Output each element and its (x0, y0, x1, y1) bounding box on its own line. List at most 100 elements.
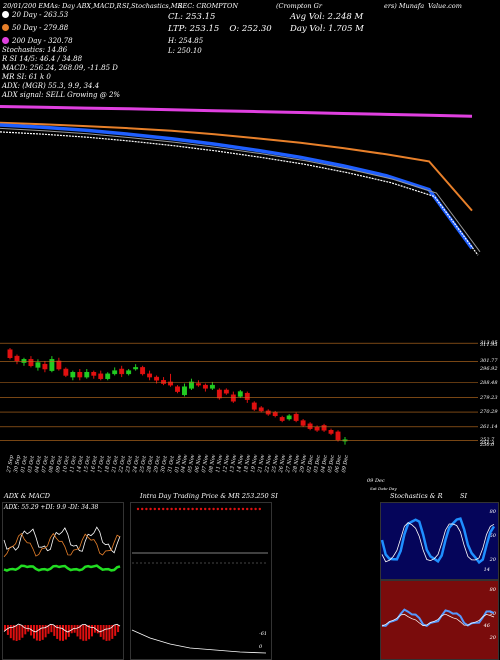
macd-histogram-bar (12, 625, 15, 641)
macd-histogram-bar (53, 625, 56, 636)
candle-body (175, 386, 180, 392)
intraday-price-dot (145, 507, 148, 511)
macd-histogram-bar (38, 625, 41, 641)
candle-body (14, 355, 20, 362)
macd-histogram-bar (18, 625, 21, 641)
macd-histogram-bar (6, 625, 9, 635)
intraday-zero-label: 0 (259, 644, 263, 650)
axis-note: 09 Dec (367, 478, 385, 484)
macd-line (3, 623, 121, 633)
candle-body (21, 359, 27, 363)
price-axis-label: 252.7 (480, 437, 495, 444)
intraday-price-dot (191, 507, 194, 511)
macd-histogram-bar (105, 625, 108, 641)
macd-histogram-bar (91, 625, 93, 637)
stoch-tick-80: 80 (489, 509, 496, 515)
macd-histogram-bar (67, 625, 70, 637)
header-source: 20/01/200 EMAs: Day ABX,MACD,R (3, 2, 122, 10)
ema-blue-line (0, 123, 474, 250)
candle-body (202, 384, 208, 389)
macd-histogram-bar (62, 625, 64, 641)
intraday-price-dot (166, 507, 169, 511)
intraday-neg-label: -61 (259, 631, 268, 637)
candle-body (147, 373, 153, 378)
macd-histogram-bar (114, 625, 117, 636)
price-axis-label: 270.29 (480, 409, 498, 416)
candle-body (209, 384, 215, 389)
candle-body (307, 423, 313, 429)
macd-histogram-bar (4, 625, 6, 631)
low-price: L: 250.10 (168, 47, 202, 55)
candle-body (105, 373, 111, 379)
intraday-panel-title: Intra Day Trading Price & MR 253.250 SI (140, 492, 278, 500)
intraday-price-dot (212, 507, 215, 511)
candle-body (335, 431, 341, 441)
candle-body (98, 373, 104, 379)
legend-ema50: 50 Day - 279.88 (2, 24, 120, 33)
rsi-tick-50: 50 (489, 611, 496, 617)
day-volume: Day Vol: 1.705 M (290, 24, 364, 34)
price-axis-label: 311.95 (480, 341, 498, 348)
ema20-swatch (2, 11, 9, 18)
candle-body (70, 371, 76, 378)
candle-body (265, 410, 271, 415)
adx-readout: ADX: (MGR) 55.3, 9.9, 34.4 (2, 82, 100, 90)
macd-histogram-bar (70, 625, 73, 634)
adx-line (3, 564, 121, 572)
macd-histogram-bar (47, 625, 50, 634)
ema-grey-line (0, 127, 481, 253)
candle-body (91, 371, 97, 376)
ema50-line (0, 121, 473, 212)
candle-body (63, 368, 69, 376)
intraday-price-dot (208, 507, 211, 511)
mr-line (131, 629, 267, 654)
volume-block: Avg Vol: 2.248 M Day Vol: 1.705 M (290, 12, 364, 34)
stoch-value: 14 (483, 567, 490, 573)
candle-body (77, 371, 83, 378)
macd-histogram-bar (41, 625, 44, 640)
macd-readout: MACD: 256.24, 268.09, -11.85 D (2, 64, 118, 72)
macd-histogram-bar (24, 625, 27, 635)
price-axis-label: 250.0 (480, 441, 495, 448)
macd-histogram-bar (64, 625, 67, 640)
candle-body (230, 394, 236, 402)
macd-histogram-bar (82, 625, 85, 641)
rsi-tick-20: 20 (489, 635, 496, 641)
intraday-price-dot (241, 507, 245, 511)
macd-histogram-bar (99, 625, 102, 637)
macd-histogram-bar (35, 625, 38, 641)
avg-volume: Avg Vol: 2.248 M (290, 12, 364, 22)
candle-body (112, 370, 118, 375)
macd-histogram-bar (88, 625, 91, 640)
high-price: H: 254.85 (168, 37, 204, 45)
intraday-price-dot (216, 507, 219, 511)
minus-di-line (3, 532, 121, 558)
candle-body (168, 381, 173, 386)
ltp-open: LTP: 253.15 O: 252.30 (168, 24, 272, 34)
intraday-price-dot (157, 507, 161, 511)
candle-body (244, 392, 250, 400)
intraday-price-dot (204, 507, 207, 511)
candle-body (216, 389, 222, 399)
intraday-price-dot (220, 507, 224, 511)
macd-histogram-bar (102, 625, 105, 640)
candle-body (279, 417, 285, 421)
header-indicators: SI,Stochastics,MR (122, 2, 183, 10)
price-axis-label: 313.05 (480, 340, 498, 347)
intraday-price-dot (178, 507, 182, 511)
adx-panel-readout: ADX: 55.29 +DI: 9.9 -DI: 34.38 (4, 504, 99, 511)
candle-body (258, 407, 264, 412)
ema200-line (0, 105, 473, 118)
stoch-panel-title: Stochastics & R (390, 492, 443, 500)
rsi-signal-line (381, 613, 495, 627)
price-axis-label: 288.48 (480, 379, 498, 386)
stoch-tick-20: 20 (489, 557, 496, 563)
intraday-price-dot (199, 507, 203, 511)
intraday-price-dot (183, 507, 186, 511)
legend-ema20: 20 Day - 263.53 (2, 11, 120, 20)
macd-histogram-bar (85, 625, 88, 641)
stochastic-readout: Stochastics: 14.86 (2, 46, 68, 54)
intraday-price-dot (162, 507, 165, 511)
candle-body (161, 380, 166, 384)
